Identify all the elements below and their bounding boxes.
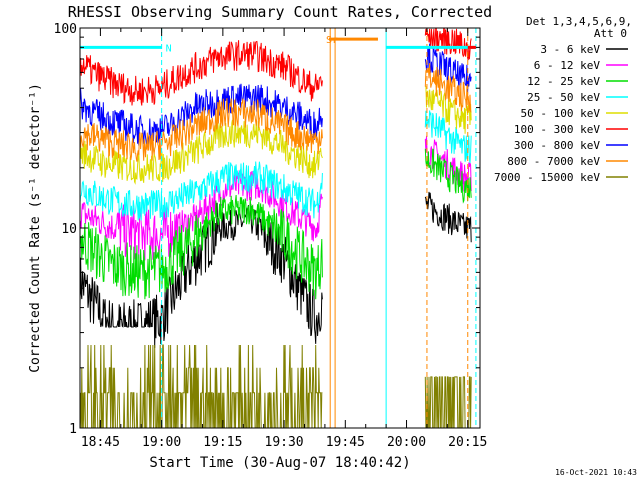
- chart-title: RHESSI Observing Summary Count Rates, Co…: [68, 3, 492, 21]
- x-tick-label: 19:00: [142, 435, 181, 450]
- legend-label-1: 3 - 6 keV: [540, 43, 600, 56]
- plot-area: [79, 28, 472, 429]
- series-line-8: [79, 63, 472, 162]
- x-tick-label: 18:45: [81, 435, 120, 450]
- footer-timestamp: 16-Oct-2021 10:43: [555, 468, 637, 477]
- series-line-6: [79, 28, 472, 106]
- annotation-label-n: N: [166, 43, 172, 54]
- legend: Det 1,3,4,5,6,9,Att 0 3 - 6 keV 6 - 12 keV…: [494, 15, 632, 184]
- x-axis-label: Start Time (30-Aug-07 18:40:42): [149, 455, 410, 471]
- legend-header-line-2: Att 0: [594, 27, 627, 40]
- legend-label-4: 25 - 50 keV: [527, 91, 600, 104]
- legend-label-9: 7000 - 15000 keV: [494, 171, 600, 184]
- series-line-5: [79, 85, 472, 185]
- legend-header-line-1: Det 1,3,4,5,6,9,: [526, 15, 632, 28]
- axes: 18:45 19:00 19:15 19:30 19:45 20:00 20:15 1 10 10…: [54, 22, 488, 450]
- x-tick-label: 20:15: [448, 435, 487, 450]
- annotation-label-sr: Sr: [326, 35, 338, 46]
- y-tick-label: 1: [69, 422, 77, 437]
- x-tick-label: 19:45: [326, 435, 365, 450]
- series-line-7: [79, 43, 472, 148]
- series-line-4: [79, 110, 472, 221]
- legend-label-5: 50 - 100 keV: [521, 107, 601, 120]
- legend-label-3: 12 - 25 keV: [527, 75, 600, 88]
- y-tick-label: 100: [54, 22, 77, 37]
- legend-label-2: 6 - 12 keV: [534, 59, 601, 72]
- series-line-9: [79, 344, 472, 429]
- x-tick-label: 20:00: [387, 435, 426, 450]
- y-tick-label: 10: [61, 222, 77, 237]
- legend-label-6: 100 - 300 keV: [514, 123, 600, 136]
- legend-label-7: 300 - 800 keV: [514, 139, 600, 152]
- y-axis-label: Corrected Count Rate (s⁻¹ detector⁻¹): [28, 83, 43, 373]
- series-line-3: [79, 148, 472, 300]
- x-tick-label: 19:15: [203, 435, 242, 450]
- x-tick-label: 19:30: [265, 435, 304, 450]
- legend-label-8: 800 - 7000 keV: [507, 155, 600, 168]
